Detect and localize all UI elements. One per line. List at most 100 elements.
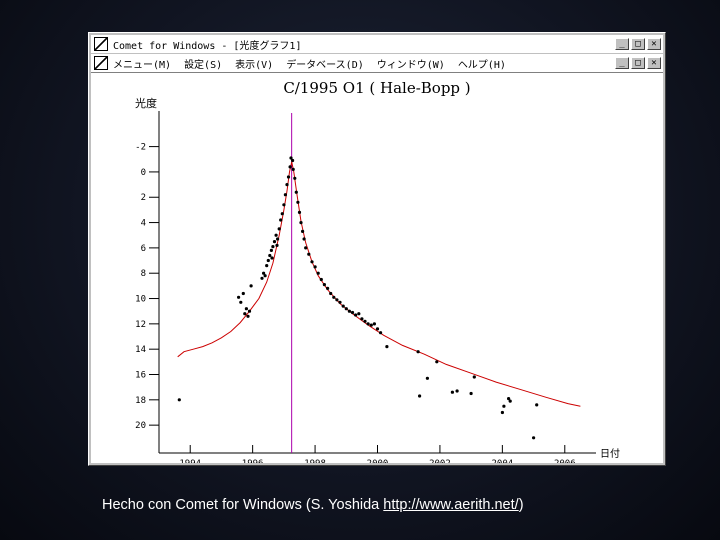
y-tick-label: 8 — [141, 269, 146, 279]
observation-point — [271, 245, 275, 249]
menu-item-menu[interactable]: メニュー(M) — [113, 59, 172, 71]
observation-point — [272, 240, 277, 244]
observation-point — [335, 298, 339, 302]
x-tick-label: 2006 — [554, 459, 576, 463]
menu-item-database[interactable]: データベース(D) — [286, 59, 364, 71]
observation-point — [507, 397, 511, 401]
y-tick-label: 10 — [135, 295, 146, 305]
observation-point — [285, 183, 289, 187]
observation-point — [375, 327, 380, 331]
observation-point — [469, 391, 473, 396]
title-bar[interactable]: Comet for Windows - [光度グラフ1] _ □ ✕ — [91, 35, 663, 53]
caption-link[interactable]: http://www.aerith.net/ — [383, 497, 519, 513]
menu-bar: メニュー(M) 設定(S) 表示(V) データベース(D) ウィンドウ(W) ヘ… — [91, 54, 663, 73]
observation-point — [276, 237, 280, 241]
observation-point — [329, 291, 333, 296]
observation-point — [326, 286, 330, 290]
observation-point — [322, 283, 326, 287]
y-tick-label: 2 — [141, 193, 146, 203]
observation-point — [297, 210, 302, 214]
observation-point — [237, 295, 241, 299]
y-tick-label: 12 — [135, 320, 146, 330]
observation-point — [360, 317, 364, 321]
observation-point — [369, 323, 373, 327]
observation-point — [246, 314, 250, 318]
y-axis-label: 光度 — [135, 96, 157, 110]
observation-point — [425, 376, 429, 380]
predicted-curve — [177, 161, 581, 407]
close-button[interactable]: ✕ — [647, 38, 661, 50]
observation-point — [304, 246, 308, 250]
observation-point — [241, 291, 245, 296]
observation-point — [435, 360, 439, 364]
observation-point — [279, 218, 283, 222]
observation-point — [472, 375, 476, 379]
observation-point — [310, 260, 314, 264]
observation-point — [508, 399, 512, 403]
observation-point — [177, 398, 181, 402]
observation-point — [338, 300, 342, 304]
light-curve-chart: C/1995 O1 ( Hale-Bopp ) 光度 -2 0 2 4 6 8 10 12 14 16… — [135, 79, 620, 463]
document-icon[interactable] — [94, 56, 108, 70]
observation-point — [291, 158, 295, 163]
observation-point — [344, 307, 348, 311]
observation-point — [313, 265, 317, 269]
x-axis-label: 日付 — [600, 447, 620, 460]
observation-point — [450, 390, 454, 394]
menu-item-view[interactable]: 表示(V) — [235, 59, 274, 71]
observation-point — [363, 319, 367, 323]
observation-point — [294, 190, 298, 194]
x-tick-label: 1994 — [179, 459, 201, 463]
observation-point — [249, 284, 253, 288]
observation-point — [316, 271, 320, 275]
observation-point — [282, 203, 286, 207]
app-icon[interactable] — [94, 37, 108, 51]
doc-close-button[interactable]: ✕ — [647, 57, 661, 69]
menu-item-settings[interactable]: 設定(S) — [184, 59, 223, 71]
observation-point — [274, 233, 278, 237]
chart-title: C/1995 O1 ( Hale-Bopp ) — [283, 79, 470, 97]
observation-point — [269, 248, 273, 252]
observation-point — [270, 256, 274, 260]
x-tick-label: 1996 — [242, 459, 264, 463]
observation-point — [301, 229, 305, 233]
observation-point — [535, 403, 539, 407]
observation-point — [247, 309, 252, 313]
x-tick-label: 1998 — [304, 459, 326, 463]
x-tick-label: 2002 — [429, 459, 451, 463]
observation-point — [244, 307, 248, 311]
observation-point — [532, 436, 536, 440]
caption-suffix: ) — [518, 497, 524, 513]
y-tick-label: 16 — [135, 371, 146, 381]
y-tick-label: 14 — [135, 345, 146, 355]
menu-item-help[interactable]: ヘルプ(H) — [457, 59, 506, 71]
observation-point — [366, 322, 370, 326]
observation-point — [307, 252, 311, 256]
y-tick-label: 6 — [141, 244, 146, 254]
observation-point — [266, 258, 270, 263]
y-tick-label: -2 — [135, 143, 146, 153]
observation-point — [239, 300, 243, 304]
doc-minimize-button[interactable]: _ — [615, 57, 629, 69]
x-tick-label: 2000 — [367, 459, 389, 463]
observation-point — [350, 310, 355, 315]
maximize-button[interactable]: □ — [631, 38, 645, 50]
observation-point — [385, 345, 389, 349]
observation-point — [243, 312, 247, 316]
observation-point — [265, 264, 269, 268]
observation-point — [289, 156, 293, 160]
menu-item-window[interactable]: ウィンドウ(W) — [376, 59, 445, 71]
observation-point — [291, 167, 295, 171]
observation-point — [357, 312, 361, 316]
y-tick-label: 18 — [135, 396, 146, 406]
minimize-button[interactable]: _ — [615, 38, 629, 50]
observation-point — [379, 331, 383, 335]
doc-restore-button[interactable]: □ — [631, 57, 645, 69]
caption-text: Hecho con Comet for Windows (S. Yoshida — [102, 497, 384, 513]
observation-point — [354, 313, 358, 317]
y-tick-label: 0 — [141, 168, 146, 178]
observation-point — [302, 237, 306, 241]
observation-point — [347, 309, 351, 313]
observation-point — [275, 243, 279, 247]
y-tick-label: 20 — [135, 421, 146, 431]
